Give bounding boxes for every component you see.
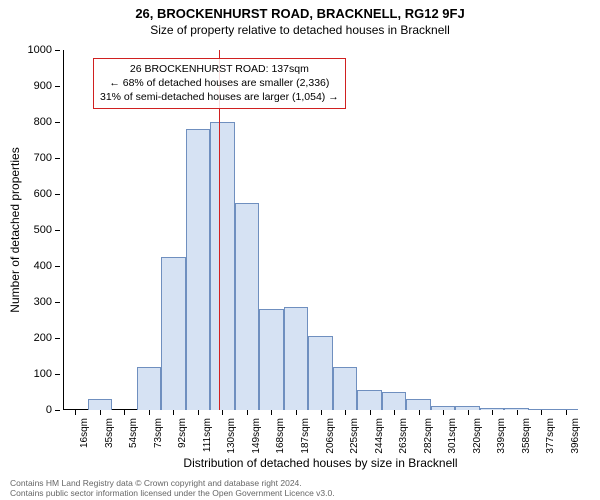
x-tick-label: 225sqm xyxy=(349,418,360,454)
x-tick-mark xyxy=(271,410,272,415)
annotation-box: 26 BROCKENHURST ROAD: 137sqm← 68% of det… xyxy=(93,58,346,109)
y-tick-mark xyxy=(55,302,60,303)
x-tick-mark xyxy=(173,410,174,415)
x-axis-label: Distribution of detached houses by size … xyxy=(63,456,578,470)
x-tick-mark xyxy=(468,410,469,415)
footer-line-2: Contains public sector information licen… xyxy=(10,488,335,498)
y-tick-label: 300 xyxy=(34,296,52,308)
histogram-bar xyxy=(357,390,382,410)
x-tick-mark xyxy=(296,410,297,415)
x-tick-label: 358sqm xyxy=(521,418,532,454)
histogram-bar xyxy=(406,399,431,410)
y-tick-label: 100 xyxy=(34,368,52,380)
x-tick-mark xyxy=(419,410,420,415)
y-tick-mark xyxy=(55,266,60,267)
y-tick-label: 600 xyxy=(34,188,52,200)
x-tick-mark xyxy=(370,410,371,415)
x-tick-label: 168sqm xyxy=(275,418,286,454)
y-tick-label: 400 xyxy=(34,260,52,272)
x-tick-label: 320sqm xyxy=(472,418,483,454)
x-tick-label: 73sqm xyxy=(153,418,164,448)
footer-line-1: Contains HM Land Registry data © Crown c… xyxy=(10,478,335,488)
footer-attribution: Contains HM Land Registry data © Crown c… xyxy=(10,478,335,498)
y-tick-mark xyxy=(55,50,60,51)
y-axis-line xyxy=(63,50,64,410)
x-tick-label: 282sqm xyxy=(423,418,434,454)
y-tick-label: 0 xyxy=(46,404,52,416)
histogram-bar xyxy=(259,309,284,410)
x-tick-mark xyxy=(345,410,346,415)
x-tick-label: 111sqm xyxy=(202,418,213,452)
y-axis: 01002003004005006007008009001000 xyxy=(0,50,60,410)
x-tick-label: 35sqm xyxy=(104,418,115,448)
x-tick-mark xyxy=(443,410,444,415)
y-tick-mark xyxy=(55,86,60,87)
histogram-bar xyxy=(88,399,113,410)
plot-area: 26 BROCKENHURST ROAD: 137sqm← 68% of det… xyxy=(63,50,578,410)
chart-title-main: 26, BROCKENHURST ROAD, BRACKNELL, RG12 9… xyxy=(0,0,600,21)
y-tick-mark xyxy=(55,158,60,159)
x-tick-label: 339sqm xyxy=(496,418,507,454)
histogram-bar xyxy=(210,122,235,410)
x-tick-mark xyxy=(517,410,518,415)
x-tick-mark xyxy=(492,410,493,415)
x-tick-label: 149sqm xyxy=(251,418,262,454)
y-tick-label: 500 xyxy=(34,224,52,236)
y-tick-mark xyxy=(55,194,60,195)
histogram-bar xyxy=(137,367,162,410)
x-tick-label: 301sqm xyxy=(447,418,458,454)
histogram-bar xyxy=(382,392,407,410)
x-tick-label: 187sqm xyxy=(300,418,311,454)
x-tick-mark xyxy=(124,410,125,415)
y-tick-label: 1000 xyxy=(28,44,52,56)
x-axis: 16sqm 35sqm 54sqm 73sqm 92sqm 111sqm 130sqm 149… xyxy=(63,410,578,460)
y-tick-mark xyxy=(55,374,60,375)
histogram-bar xyxy=(186,129,211,410)
x-tick-mark xyxy=(394,410,395,415)
histogram-bar xyxy=(235,203,260,410)
annotation-line: 26 BROCKENHURST ROAD: 137sqm xyxy=(100,62,339,76)
x-tick-mark xyxy=(541,410,542,415)
x-tick-label: 377sqm xyxy=(545,418,556,454)
histogram-bar xyxy=(161,257,186,410)
x-tick-mark xyxy=(222,410,223,415)
y-tick-mark xyxy=(55,122,60,123)
x-tick-label: 16sqm xyxy=(79,418,90,448)
x-tick-label: 263sqm xyxy=(398,418,409,454)
x-tick-label: 244sqm xyxy=(374,418,385,454)
x-tick-label: 54sqm xyxy=(128,418,139,448)
y-tick-mark xyxy=(55,410,60,411)
y-tick-mark xyxy=(55,338,60,339)
x-tick-label: 92sqm xyxy=(177,418,188,448)
x-tick-mark xyxy=(75,410,76,415)
x-tick-mark xyxy=(566,410,567,415)
x-tick-label: 130sqm xyxy=(226,418,237,454)
histogram-bar xyxy=(333,367,358,410)
y-tick-label: 700 xyxy=(34,152,52,164)
x-tick-mark xyxy=(247,410,248,415)
y-tick-label: 900 xyxy=(34,80,52,92)
chart-title-sub: Size of property relative to detached ho… xyxy=(0,21,600,37)
x-tick-mark xyxy=(321,410,322,415)
histogram-bar xyxy=(308,336,333,410)
annotation-line: ← 68% of detached houses are smaller (2,… xyxy=(100,76,339,90)
y-tick-mark xyxy=(55,230,60,231)
x-tick-mark xyxy=(100,410,101,415)
chart-container: 26, BROCKENHURST ROAD, BRACKNELL, RG12 9… xyxy=(0,0,600,500)
x-tick-label: 206sqm xyxy=(325,418,336,454)
x-tick-label: 396sqm xyxy=(570,418,581,454)
histogram-bar xyxy=(284,307,309,410)
y-tick-label: 200 xyxy=(34,332,52,344)
annotation-line: 31% of semi-detached houses are larger (… xyxy=(100,90,339,104)
y-tick-label: 800 xyxy=(34,116,52,128)
x-tick-mark xyxy=(198,410,199,415)
x-tick-mark xyxy=(149,410,150,415)
